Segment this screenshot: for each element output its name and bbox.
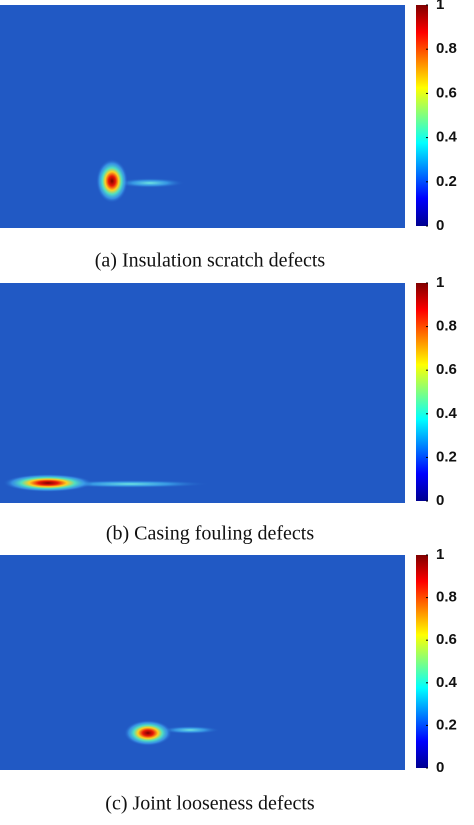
colorbar [416, 555, 428, 768]
colorbar-tick-label: 0.6 [436, 84, 457, 101]
colorbar-tick-label: 0.2 [436, 448, 457, 465]
colorbar-tick-label: 0.4 [436, 129, 458, 146]
caption: (b) Casing fouling defects [106, 523, 314, 545]
colorbar-tick-label: 0 [436, 759, 444, 776]
colorbar-tick-label: 0.2 [436, 716, 457, 733]
colorbar [416, 5, 428, 226]
colorbar-tick-label: 1 [436, 0, 444, 13]
colorbar-tick-label: 0.4 [436, 674, 458, 691]
heatmap-image [0, 5, 405, 228]
caption: (c) Joint looseness defects [105, 793, 315, 815]
colorbar-tick-label: 0 [436, 492, 444, 509]
colorbar-tick-label: 0.6 [436, 631, 457, 648]
colorbar [416, 283, 428, 501]
colorbar-tick-label: 0.4 [436, 405, 458, 422]
colorbar-tick-label: 0.6 [436, 361, 457, 378]
hotspot [96, 159, 128, 203]
hotspot [3, 474, 93, 492]
colorbar-tick-label: 0.8 [436, 318, 457, 335]
hotspot [124, 720, 172, 746]
hotspot-tail [115, 178, 185, 188]
colorbar-tick-label: 1 [436, 274, 444, 291]
colorbar-tick-label: 0 [436, 217, 444, 234]
caption: (a) Insulation scratch defects [95, 250, 326, 272]
panel: 0 0.2 0.4 0.6 0.8 1 (c) Joint looseness defect… [0, 546, 458, 815]
colorbar-tick-label: 0.8 [436, 589, 457, 606]
colorbar-tick-label: 0.8 [436, 40, 457, 57]
panel: 0 0.2 0.4 0.6 0.8 1 (b) Casing fouling defects [0, 274, 458, 545]
colorbar-tick-label: 0.2 [436, 173, 457, 190]
panel: 0 0.2 0.4 0.6 0.8 1 (a) Insulation scratch def… [0, 0, 458, 272]
colorbar-tick-label: 1 [436, 546, 444, 563]
hotspot-tail [160, 726, 220, 734]
heatmap-image [0, 555, 405, 770]
heatmap-image [0, 283, 405, 503]
